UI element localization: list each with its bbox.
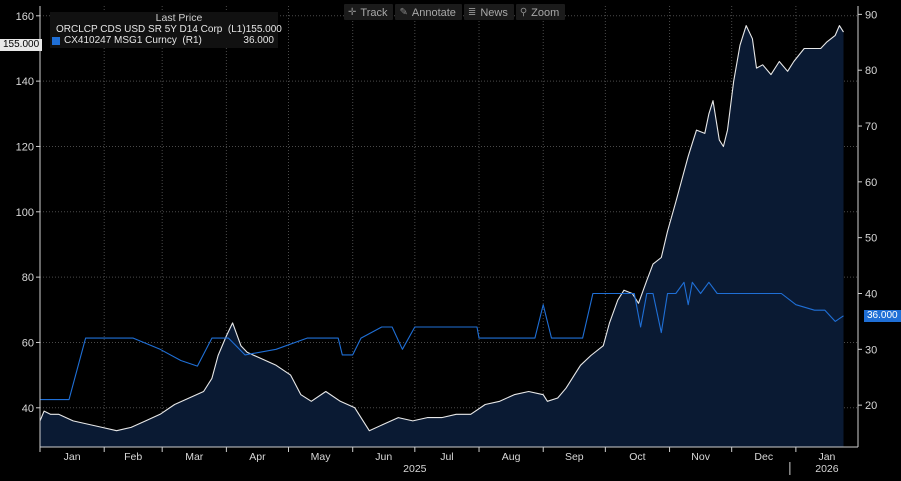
x-tick-label: Sep bbox=[565, 451, 584, 463]
chart-legend: Last Price ORCLCP CDS USD SR 5Y D14 Corp… bbox=[50, 12, 282, 48]
x-tick-label: Dec bbox=[754, 451, 773, 463]
x-tick-label: Nov bbox=[691, 451, 710, 463]
right-tick-label: 80 bbox=[865, 65, 877, 77]
legend-swatch-curncy bbox=[52, 36, 60, 45]
x-tick-label: Oct bbox=[629, 451, 645, 463]
left-tick-label: 80 bbox=[22, 272, 34, 284]
right-tick-label: 70 bbox=[865, 121, 877, 133]
annotate-label: Annotate bbox=[411, 6, 456, 19]
legend-name-curncy: CX410247 MSG1 Curncy (R1) bbox=[64, 35, 202, 46]
x-tick-label: May bbox=[311, 451, 332, 463]
left-tick-label: 60 bbox=[22, 337, 34, 349]
news-label: News bbox=[480, 6, 508, 19]
x-tick-label: Jun bbox=[375, 451, 392, 463]
series-layer bbox=[39, 25, 844, 447]
track-button[interactable]: ✛ Track bbox=[344, 4, 394, 20]
crosshair-icon: ✛ bbox=[348, 7, 357, 18]
series-line-0 bbox=[39, 25, 844, 432]
x-year-label: 2026 bbox=[815, 463, 839, 475]
left-tick-label: 140 bbox=[16, 76, 34, 88]
news-icon: ≣ bbox=[467, 7, 477, 18]
last-value-badge-left: 155.000 bbox=[0, 39, 43, 51]
x-tick-label: Feb bbox=[124, 451, 142, 463]
x-tick-label: Jan bbox=[64, 451, 81, 463]
series-line-1 bbox=[40, 281, 844, 401]
left-tick-label: 160 bbox=[16, 11, 34, 23]
x-tick-label: Mar bbox=[185, 451, 204, 463]
left-tick-label: 100 bbox=[16, 207, 34, 219]
right-tick-label: 50 bbox=[865, 233, 877, 245]
legend-value-curncy: 36.000 bbox=[243, 35, 274, 46]
right-tick-label: 90 bbox=[865, 9, 877, 21]
legend-value-cds: 155.000 bbox=[245, 24, 282, 35]
legend-header: Last Price bbox=[155, 12, 203, 24]
magnifier-icon: ⚲ bbox=[519, 7, 528, 18]
last-value-badge-right: 36.000 bbox=[864, 310, 901, 322]
news-button[interactable]: ≣ News bbox=[463, 4, 514, 20]
x-tick-label: Jan bbox=[818, 451, 835, 463]
x-tick-label: Jul bbox=[440, 451, 453, 463]
pencil-icon: ✎ bbox=[399, 7, 408, 18]
track-label: Track bbox=[360, 6, 388, 19]
x-year-label: 2025 bbox=[403, 463, 427, 475]
zoom-button[interactable]: ⚲ Zoom bbox=[515, 4, 566, 20]
x-tick-label: Apr bbox=[249, 451, 266, 463]
annotate-button[interactable]: ✎ Annotate bbox=[395, 4, 462, 20]
legend-row-cds[interactable]: ORCLCP CDS USD SR 5Y D14 Corp (L1) 155.0… bbox=[50, 24, 282, 35]
left-tick-label: 120 bbox=[16, 141, 34, 153]
zoom-label: Zoom bbox=[531, 6, 560, 19]
x-tick-label: Aug bbox=[502, 451, 521, 463]
left-axis: 40 60 80 100 120 140 160 bbox=[16, 6, 41, 447]
right-tick-label: 30 bbox=[865, 344, 877, 356]
x-axis: Jan Feb Mar Apr May Jun Jul Aug Sep Oct Nov Dec Jan2… bbox=[39, 446, 858, 475]
right-axis: 20 30 40 50 60 70 80 90 bbox=[857, 6, 877, 447]
right-tick-label: 40 bbox=[865, 288, 877, 300]
legend-name-cds: ORCLCP CDS USD SR 5Y D14 Corp (L1) bbox=[56, 24, 246, 35]
chart-toolbar: ✛ Track ✎ Annotate ≣ News ⚲ Zoom bbox=[344, 4, 566, 20]
left-tick-label: 40 bbox=[22, 403, 34, 415]
right-tick-label: 60 bbox=[865, 177, 877, 189]
right-tick-label: 20 bbox=[865, 400, 877, 412]
series-area-0 bbox=[40, 25, 844, 447]
legend-row-curncy[interactable]: CX410247 MSG1 Curncy (R1) 36.000 bbox=[50, 35, 278, 46]
